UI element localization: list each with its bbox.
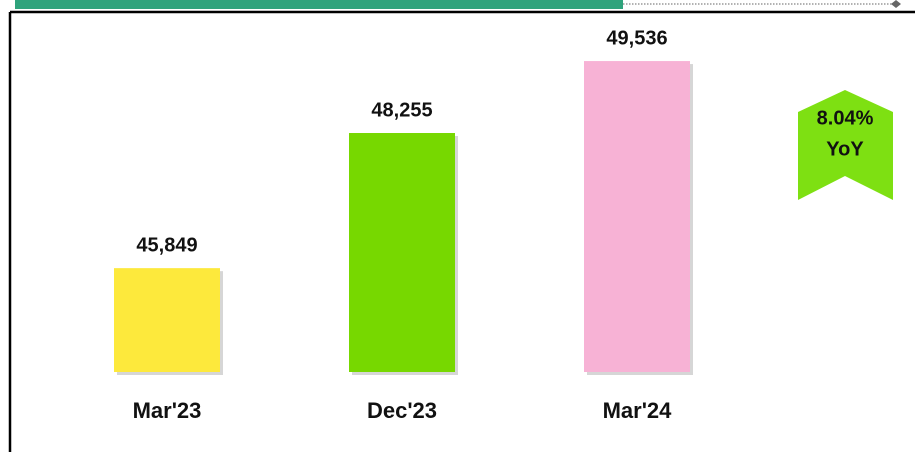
x-tick-label: Mar'23 xyxy=(133,398,202,423)
header-diamond xyxy=(891,0,901,8)
value-label: 49,536 xyxy=(606,27,667,49)
yoy-text: YoY xyxy=(826,138,864,160)
header-strip xyxy=(15,0,623,9)
bar xyxy=(114,268,220,372)
yoy-text: 8.04% xyxy=(817,107,874,129)
value-label: 48,255 xyxy=(371,99,432,121)
x-tick-label: Dec'23 xyxy=(367,398,437,423)
x-tick-label: Mar'24 xyxy=(603,398,673,423)
yoy-badge xyxy=(798,90,893,200)
bar xyxy=(349,133,455,372)
bar xyxy=(584,61,690,372)
value-label: 45,849 xyxy=(136,234,197,256)
